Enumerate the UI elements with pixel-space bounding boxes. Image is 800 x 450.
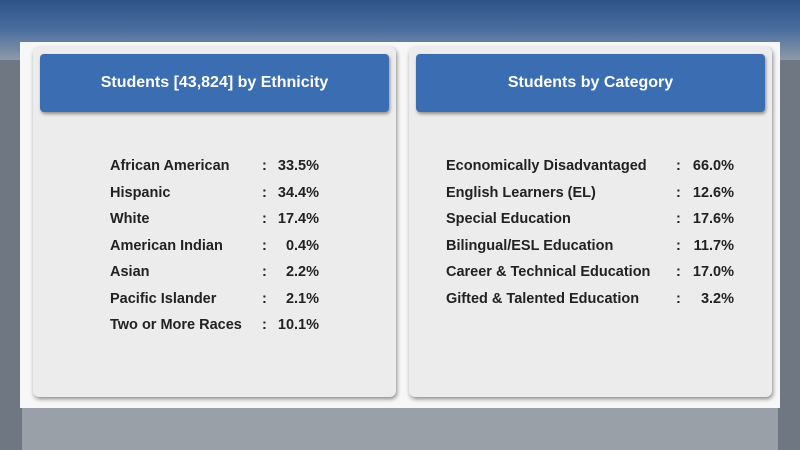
stat-row: American Indian: 0.4% (33, 238, 396, 258)
stat-value: 3.2% (700, 290, 734, 307)
separator: : (262, 317, 267, 333)
panel: Students [43,824] by Ethnicity African Am… (33, 47, 396, 397)
stat-row: English Learners (EL):12.6% (409, 185, 772, 205)
stat-value: 17.4% (277, 211, 319, 227)
stat-value: 2.1% (285, 290, 319, 307)
separator: : (262, 211, 267, 227)
panel-title: Students [43,824] by Ethnicity (40, 54, 389, 112)
stat-row: Economically Disadvantaged:66.0% (409, 158, 772, 178)
separator: : (262, 158, 267, 174)
separator: : (676, 290, 681, 307)
stat-label: Asian (110, 264, 150, 280)
stat-value: 0.4% (285, 237, 319, 254)
stat-label: White (110, 211, 150, 227)
dashboard-frame: Students [43,824] by Ethnicity African Am… (20, 42, 780, 408)
stat-label: Two or More Races (110, 317, 242, 333)
stat-value: 12.6% (692, 184, 734, 201)
stat-value: 2.2% (285, 264, 319, 280)
panel-title: Students by Category (416, 54, 765, 112)
separator: : (262, 184, 267, 201)
stat-row: White:17.4% (33, 211, 396, 231)
stat-value: 17.6% (692, 211, 734, 227)
stat-row: Hispanic:34.4% (33, 185, 396, 205)
separator: : (262, 264, 267, 280)
stat-row: Two or More Races:10.1% (33, 317, 396, 337)
separator: : (676, 237, 681, 254)
stat-row: Asian: 2.2% (33, 264, 396, 284)
stat-label: Special Education (446, 211, 571, 227)
stat-label: Pacific Islander (110, 290, 217, 307)
separator: : (676, 211, 681, 227)
separator: : (262, 290, 267, 307)
stat-row: African American:33.5% (33, 158, 396, 178)
stat-value: 10.1% (277, 317, 319, 333)
stat-label: Economically Disadvantaged (446, 158, 647, 174)
stat-row: Bilingual/ESL Education:11.7% (409, 238, 772, 258)
stat-row: Special Education:17.6% (409, 211, 772, 231)
stat-label: African American (110, 158, 230, 174)
stat-row: Gifted & Talented Education: 3.2% (409, 291, 772, 311)
stat-label: Career & Technical Education (446, 264, 651, 280)
background-left (0, 60, 22, 450)
background-right (778, 60, 800, 450)
stat-label: American Indian (110, 237, 223, 254)
panel: Students by Category Economically Disadva… (409, 47, 772, 397)
separator: : (676, 184, 681, 201)
separator: : (676, 264, 681, 280)
stat-value: 34.4% (277, 184, 319, 201)
stat-value: 66.0% (692, 158, 734, 174)
stat-value: 17.0% (692, 264, 734, 280)
stat-row: Career & Technical Education:17.0% (409, 264, 772, 284)
stat-value: 33.5% (277, 158, 319, 174)
stat-label: Gifted & Talented Education (446, 290, 640, 307)
stat-label: Hispanic (110, 184, 171, 201)
separator: : (262, 237, 267, 254)
stat-value: 11.7% (693, 237, 734, 254)
stat-label: English Learners (EL) (446, 184, 596, 201)
stat-label: Bilingual/ESL Education (446, 237, 614, 254)
separator: : (676, 158, 681, 174)
stat-row: Pacific Islander: 2.1% (33, 291, 396, 311)
